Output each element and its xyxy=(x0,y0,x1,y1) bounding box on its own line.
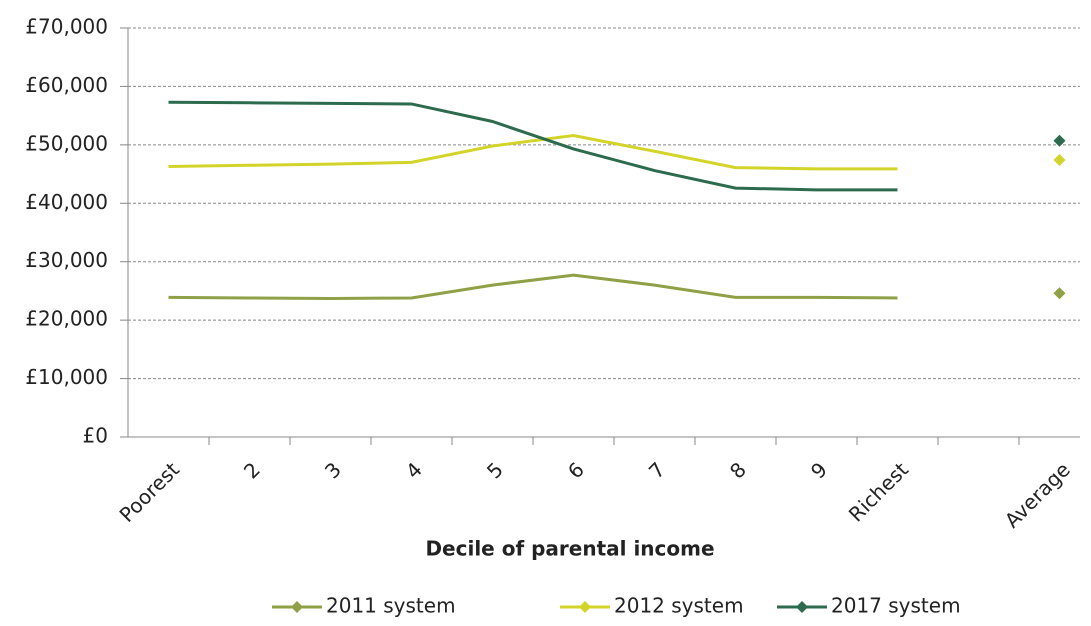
legend-label: 2017 system xyxy=(831,594,961,618)
y-tick-label: £50,000 xyxy=(25,131,108,155)
x-tick-label: 4 xyxy=(401,457,427,483)
marker xyxy=(1053,154,1066,167)
series-line xyxy=(169,136,1060,169)
y-tick-label: £70,000 xyxy=(25,15,108,39)
x-axis-title: Decile of parental income xyxy=(425,537,714,561)
series-line xyxy=(169,102,1060,190)
marker xyxy=(1053,134,1066,147)
y-tick-label: £40,000 xyxy=(25,190,108,214)
y-tick-label: £30,000 xyxy=(25,248,108,272)
x-tick-label: Average xyxy=(1000,457,1075,532)
marker xyxy=(1053,287,1066,300)
y-tick-label: £60,000 xyxy=(25,73,108,97)
legend-marker xyxy=(579,601,591,613)
y-tick-label: £0 xyxy=(83,424,108,448)
x-tick-label: 6 xyxy=(563,457,589,483)
x-tick-label: 5 xyxy=(482,457,508,483)
x-tick-label: 8 xyxy=(725,457,751,483)
series-line xyxy=(169,275,1060,298)
x-tick-label: 9 xyxy=(806,457,832,483)
y-tick-label: £10,000 xyxy=(25,365,108,389)
x-tick-label: Richest xyxy=(844,457,913,526)
x-tick-label: 7 xyxy=(644,457,670,483)
legend-label: 2011 system xyxy=(326,594,456,618)
legend-label: 2012 system xyxy=(614,594,744,618)
x-tick-label: Poorest xyxy=(115,457,185,527)
y-tick-label: £20,000 xyxy=(25,307,108,331)
legend-marker xyxy=(796,601,808,613)
x-tick-label: 2 xyxy=(239,457,265,483)
x-tick-label: 3 xyxy=(320,457,346,483)
legend-marker xyxy=(291,601,303,613)
